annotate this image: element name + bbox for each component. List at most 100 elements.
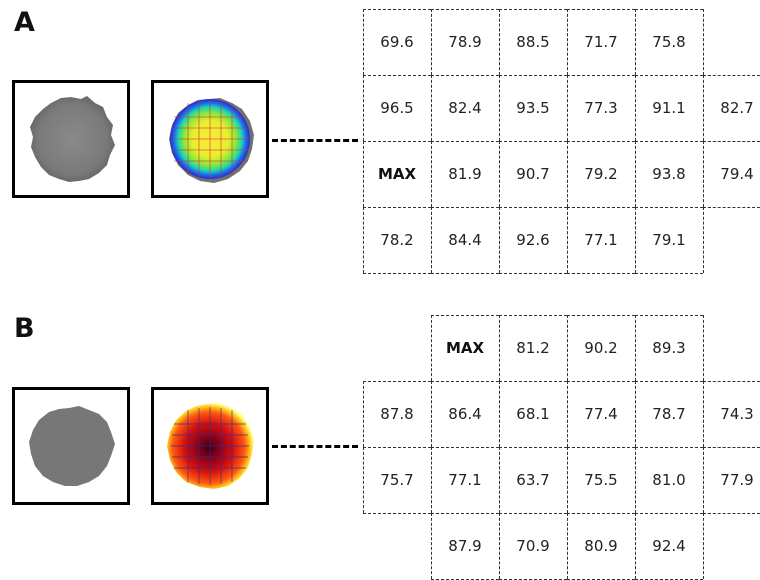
grid-line [567, 273, 635, 274]
grid-line [363, 207, 364, 273]
value-cell: 89.3 [652, 339, 686, 357]
grid-line [431, 513, 499, 514]
grid-line [499, 381, 500, 447]
grid-line [431, 141, 499, 142]
grid-line [567, 9, 568, 75]
grid-line [499, 141, 567, 142]
grid-line [635, 381, 636, 447]
grid-line [431, 447, 432, 513]
value-cell: 93.5 [516, 99, 550, 117]
grid-line [703, 447, 704, 513]
grid-line [431, 207, 499, 208]
grid-line [635, 207, 636, 273]
grid-line [499, 273, 567, 274]
grid-line [499, 315, 567, 316]
panel-a-heatmap-image [151, 80, 269, 198]
value-cell: 80.9 [584, 537, 618, 555]
grid-line [635, 447, 636, 513]
grid-line [703, 381, 704, 447]
grid-line [363, 141, 364, 207]
grid-line [499, 75, 567, 76]
grid-line [703, 513, 704, 579]
grid-line [499, 381, 567, 382]
grid-line [635, 513, 636, 579]
grid-line [635, 9, 636, 75]
value-cell: 74.3 [720, 405, 754, 423]
panel-b-grayscale-image [12, 387, 130, 505]
panel-a-grayscale-image [12, 80, 130, 198]
grid-line [635, 447, 703, 448]
grid-line [567, 75, 635, 76]
grid-line [499, 9, 567, 10]
value-cell: 78.9 [448, 33, 482, 51]
grid-line [363, 447, 431, 448]
value-cell: 81.0 [652, 471, 686, 489]
grid-line [363, 207, 431, 208]
grid-line [635, 9, 703, 10]
grid-line [431, 447, 499, 448]
grid-line [363, 381, 364, 447]
grid-line [431, 9, 499, 10]
grid-line [567, 141, 568, 207]
value-cell: 87.8 [380, 405, 414, 423]
grid-line [363, 513, 431, 514]
value-cell: 92.6 [516, 231, 550, 249]
value-cell: 91.1 [652, 99, 686, 117]
grid-line [635, 381, 703, 382]
grid-line [703, 447, 760, 448]
grid-line [567, 207, 635, 208]
grid-line [567, 315, 635, 316]
grid-line [703, 75, 704, 141]
grid-line [567, 315, 568, 381]
max-cell: MAX [445, 339, 485, 357]
grid-line [499, 315, 500, 381]
grid-line [363, 273, 431, 274]
grid-line [431, 315, 432, 381]
max-cell: MAX [377, 165, 417, 183]
value-cell: 75.7 [380, 471, 414, 489]
grid-line [567, 381, 568, 447]
grid-line [499, 75, 500, 141]
grid-line [567, 75, 568, 141]
grid-line [635, 75, 636, 141]
grid-line [363, 75, 431, 76]
panel-b-connector [272, 445, 358, 448]
value-cell: 69.6 [380, 33, 414, 51]
grid-line [703, 9, 704, 75]
grid-line [567, 513, 635, 514]
grid-line [363, 141, 431, 142]
grid-line [567, 447, 568, 513]
value-cell: 75.5 [584, 471, 618, 489]
value-cell: 77.1 [584, 231, 618, 249]
grid-line [431, 207, 432, 273]
grid-line [567, 9, 635, 10]
grid-line [431, 273, 499, 274]
grid-line [431, 513, 432, 579]
value-cell: 77.4 [584, 405, 618, 423]
value-cell: 90.2 [584, 339, 618, 357]
value-cell: 84.4 [448, 231, 482, 249]
grid-line [635, 513, 703, 514]
grid-line [499, 513, 500, 579]
grid-line [635, 141, 636, 207]
grid-line [431, 75, 499, 76]
grid-line [703, 75, 760, 76]
value-cell: 70.9 [516, 537, 550, 555]
value-cell: 82.4 [448, 99, 482, 117]
grid-line [567, 513, 568, 579]
value-cell: 82.7 [720, 99, 754, 117]
value-cell: 86.4 [448, 405, 482, 423]
value-cell: 87.9 [448, 537, 482, 555]
grid-line [567, 207, 568, 273]
grid-line [567, 447, 635, 448]
value-cell: 75.8 [652, 33, 686, 51]
value-cell: 88.5 [516, 33, 550, 51]
grid-line [431, 315, 499, 316]
grid-line [635, 141, 703, 142]
grid-line [499, 9, 500, 75]
grid-line [635, 315, 703, 316]
grid-line [363, 9, 431, 10]
grid-line [363, 447, 364, 513]
value-cell: 78.7 [652, 405, 686, 423]
grid-line [703, 141, 704, 207]
